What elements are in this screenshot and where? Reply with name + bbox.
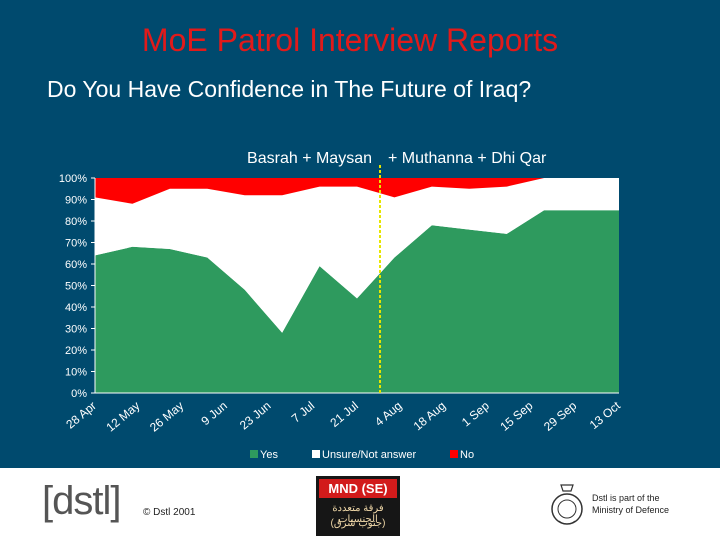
- x-tick-label: 4 Aug: [372, 399, 405, 429]
- area-chart: 0%10%20%30%40%50%60%70%80%90%100%28 Apr 1…: [59, 150, 624, 461]
- legend-label: Unsure/Not answer: [322, 449, 416, 461]
- y-tick-label: 60%: [65, 259, 87, 271]
- y-tick-label: 40%: [65, 302, 87, 314]
- y-tick-label: 10%: [65, 367, 87, 379]
- mnd-arabic-line-2: (جنوب شرق): [330, 518, 386, 529]
- slide-title: MoE Patrol Interview Reports: [141, 22, 559, 58]
- y-tick-label: 0%: [71, 388, 87, 400]
- y-tick-label: 50%: [65, 281, 87, 293]
- x-tick-label: 1 Sep: [459, 398, 492, 429]
- mod-statement: Dstl is part of the Ministry of Defence: [592, 492, 669, 516]
- region-label-right: + Muthanna + Dhi Qar: [388, 150, 547, 167]
- legend-label: Yes: [260, 449, 278, 461]
- mod-statement-line-1: Dstl is part of the: [592, 493, 660, 503]
- mnd-se-title: MND (SE): [319, 479, 397, 498]
- region-label-left: Basrah + Maysan: [247, 150, 372, 167]
- area-series-2: [95, 178, 619, 204]
- mnd-arabic-line-1: فرقة متعددة الجنسيات: [332, 503, 384, 525]
- x-tick-label: 13 Oct: [587, 398, 624, 432]
- dstl-logo: [dstl]: [42, 479, 121, 523]
- x-tick-label: 9 Jun: [198, 399, 229, 429]
- x-tick-label: 23 Jun: [237, 399, 274, 433]
- y-tick-label: 20%: [65, 345, 87, 357]
- y-tick-label: 30%: [65, 324, 87, 336]
- legend-swatch: [312, 450, 320, 458]
- x-tick-label: 28 Apr: [63, 399, 99, 432]
- slide-subtitle: Do You Have Confidence in The Future of …: [47, 76, 532, 102]
- x-tick-label: 18 Aug: [411, 399, 449, 434]
- y-tick-label: 100%: [59, 173, 87, 185]
- area-series-0: [95, 210, 619, 393]
- mod-badge-icon: [551, 484, 583, 525]
- x-tick-label: 15 Sep: [497, 398, 535, 433]
- x-tick-label: 7 Jul: [289, 399, 317, 426]
- area-series-1: [95, 178, 619, 333]
- x-tick-label: 26 May: [147, 399, 186, 435]
- x-tick-label: 29 Sep: [541, 398, 579, 433]
- legend-swatch: [450, 450, 458, 458]
- x-tick-label: 21 Jul: [327, 399, 361, 430]
- mod-statement-line-2: Ministry of Defence: [592, 505, 670, 515]
- mnd-se-logo: MND (SE) فرقة متعددة الجنسيات (جنوب شرق): [316, 476, 400, 536]
- y-tick-label: 70%: [65, 238, 87, 250]
- copyright-text: © Dstl 2001: [143, 507, 196, 518]
- y-tick-label: 80%: [65, 216, 87, 228]
- y-tick-label: 90%: [65, 195, 87, 207]
- x-tick-label: 12 May: [103, 399, 142, 435]
- legend-swatch: [250, 450, 258, 458]
- legend-label: No: [460, 449, 474, 461]
